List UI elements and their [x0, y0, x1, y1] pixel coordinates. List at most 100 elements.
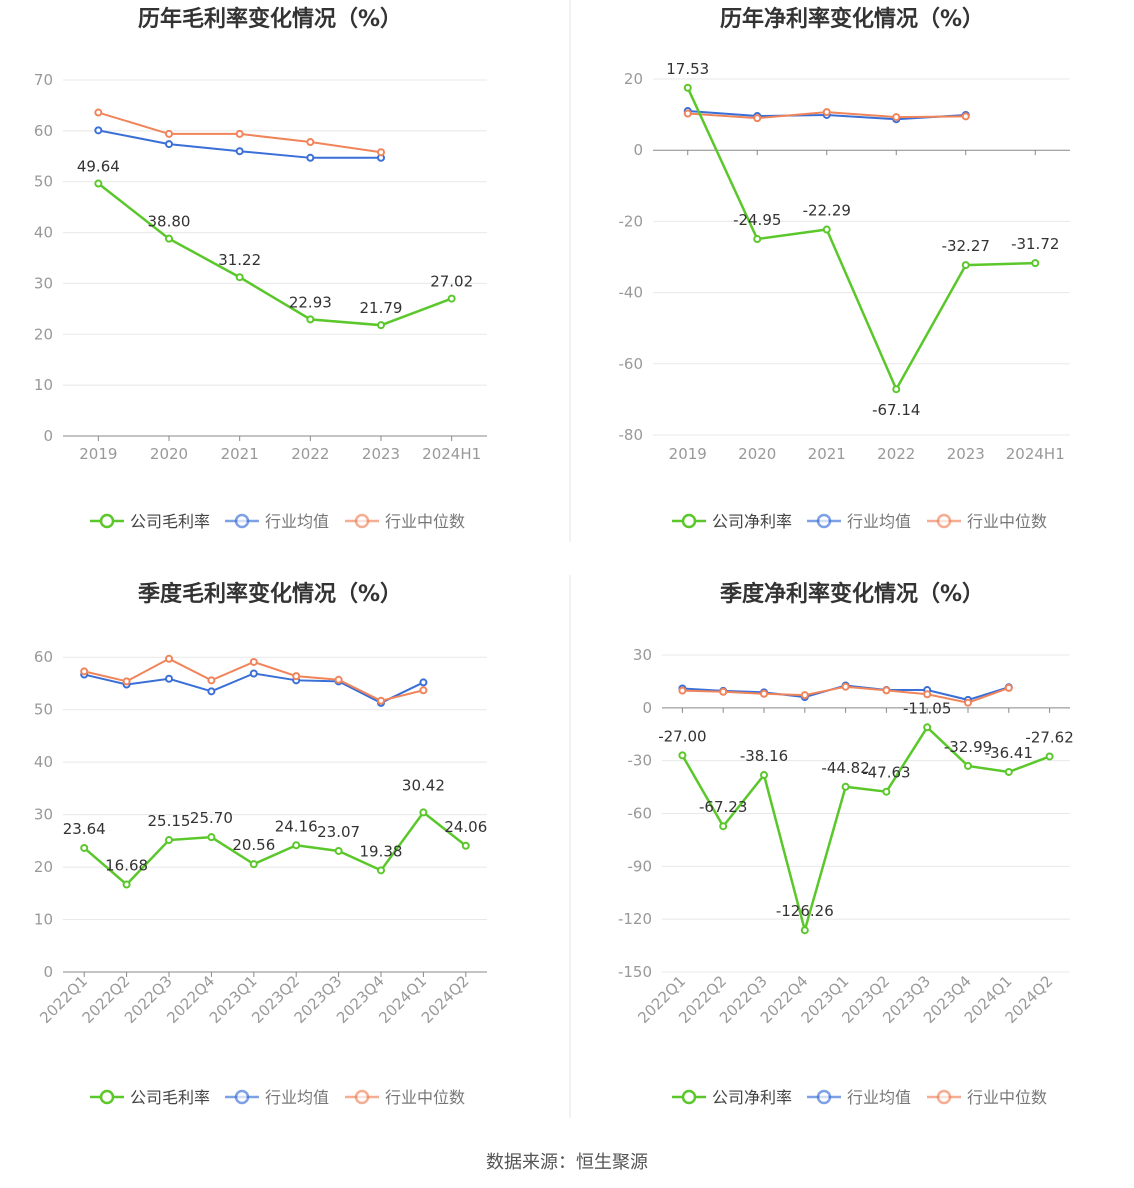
y-tick-label: 50 [34, 173, 53, 191]
x-tick-label: 2020 [150, 445, 188, 463]
data-point [683, 109, 692, 118]
data-label: -22.29 [803, 202, 851, 220]
legend-label: 公司净利率 [712, 1088, 792, 1107]
data-label: -38.16 [740, 747, 788, 765]
legend-label: 行业中位数 [967, 1088, 1047, 1107]
legend-item[interactable]: 公司毛利率 [90, 1088, 210, 1107]
legend-item[interactable]: 行业中位数 [927, 512, 1047, 531]
legend-item[interactable]: 行业均值 [225, 1088, 329, 1107]
data-label: -126.26 [776, 902, 834, 920]
x-tick-label: 2022 [877, 445, 915, 463]
legend-label: 公司毛利率 [130, 1088, 210, 1107]
y-tick-label: 0 [43, 963, 53, 981]
chart-panel-4: 季度净利率变化情况（%）-150-120-90-60-300302022Q120… [618, 581, 1074, 1107]
data-point [419, 686, 428, 695]
data-label: -27.00 [658, 727, 706, 745]
chart-panel-2: 历年净利率变化情况（%） -80 -60 -40 -20 0 20 2019 2020 2021 2… [619, 6, 1070, 531]
data-point [94, 126, 103, 135]
legend-label: 行业中位数 [967, 512, 1047, 531]
x-tick-label: 2022 [291, 445, 329, 463]
x-tick-label: 2021 [221, 445, 259, 463]
legend-item[interactable]: 行业均值 [807, 512, 911, 531]
data-label: -67.14 [872, 401, 920, 419]
legend-label: 公司净利率 [712, 512, 792, 531]
data-point [377, 696, 385, 705]
legend-item[interactable]: 公司净利率 [672, 1088, 792, 1107]
data-label: 22.93 [289, 293, 332, 311]
data-point [1004, 683, 1013, 692]
legend-item[interactable]: 行业均值 [225, 512, 329, 531]
data-label: 30.42 [402, 776, 445, 794]
data-point [334, 675, 343, 684]
data-point [800, 926, 809, 935]
legend-label: 行业中位数 [385, 512, 465, 531]
data-point [165, 674, 173, 683]
data-point [753, 114, 762, 123]
y-tick-label: -60 [628, 805, 653, 823]
x-tick-label: 2023 [947, 445, 985, 463]
y-tick-label: 60 [34, 648, 53, 666]
data-point [760, 689, 768, 698]
data-point [892, 385, 901, 394]
legend-marker-icon [234, 513, 250, 529]
legend-item[interactable]: 行业中位数 [345, 1088, 465, 1107]
legend-item[interactable]: 公司净利率 [672, 512, 792, 531]
data-point [678, 751, 687, 760]
legend-marker-icon [816, 513, 832, 529]
data-point [235, 273, 244, 282]
x-tick-label: 2024H1 [1006, 445, 1065, 463]
data-label: 31.22 [218, 251, 261, 269]
data-point [165, 836, 173, 845]
legend-item[interactable]: 行业均值 [807, 1088, 911, 1107]
data-point [377, 148, 385, 157]
data-point [207, 833, 216, 842]
x-tick-label: 2020 [738, 445, 776, 463]
y-tick-label: 0 [633, 141, 643, 159]
data-point [892, 113, 901, 122]
y-tick-label: 20 [624, 70, 643, 88]
data-point [822, 108, 831, 117]
y-tick-label: 20 [34, 858, 53, 876]
chart-title: 季度净利率变化情况（%） [720, 581, 984, 607]
legend-marker-icon [99, 1089, 115, 1105]
y-tick-label: 40 [34, 224, 53, 242]
data-point [249, 657, 258, 666]
legend-item[interactable]: 行业中位数 [345, 512, 465, 531]
data-point [334, 846, 343, 855]
data-point [882, 787, 891, 796]
data-label: 25.70 [190, 809, 233, 827]
y-tick-label: 30 [34, 274, 53, 292]
data-point [719, 822, 728, 831]
data-point [961, 261, 970, 270]
data-point [419, 678, 428, 687]
y-tick-label: 30 [34, 806, 53, 824]
data-point [249, 669, 258, 678]
data-label: 19.38 [360, 842, 403, 860]
data-point [292, 841, 301, 850]
data-label: 20.56 [232, 836, 275, 854]
data-point [377, 866, 385, 875]
data-point [800, 691, 809, 700]
data-point [882, 686, 891, 695]
legend-item[interactable]: 行业中位数 [927, 1088, 1047, 1107]
data-point [306, 153, 315, 162]
legend-item[interactable]: 公司毛利率 [90, 512, 210, 531]
y-tick-label: 10 [34, 376, 53, 394]
data-point [822, 225, 831, 234]
data-label: 21.79 [360, 299, 403, 317]
legend-marker-icon [681, 1089, 697, 1105]
y-tick-label: 70 [34, 71, 53, 89]
y-tick-label: -80 [619, 426, 644, 444]
data-point [94, 179, 103, 188]
y-tick-label: -20 [619, 212, 644, 230]
y-tick-label: 0 [43, 427, 53, 445]
x-tick-label: 2024Q2 [418, 972, 473, 1027]
data-label: -27.62 [1025, 728, 1073, 746]
data-point [760, 771, 768, 780]
data-point [165, 654, 173, 663]
data-point [207, 687, 216, 696]
chart-title: 历年净利率变化情况（%） [720, 6, 984, 32]
x-tick-label: 2024H1 [422, 445, 481, 463]
data-label: -44.82 [821, 759, 869, 777]
